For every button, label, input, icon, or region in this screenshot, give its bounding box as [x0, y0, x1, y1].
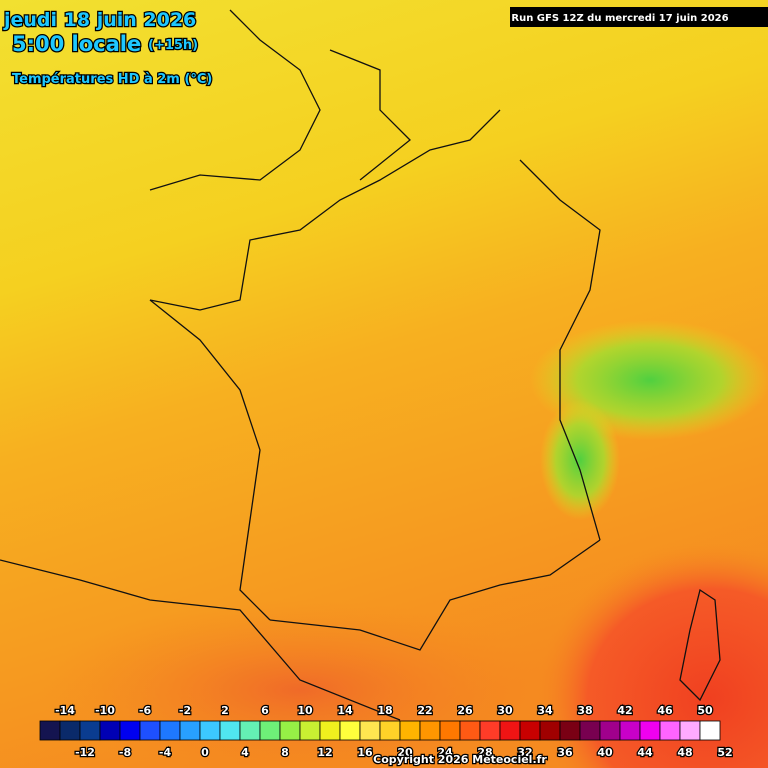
legend-swatch	[479, 720, 501, 741]
legend-label: -6	[139, 704, 152, 717]
legend-label: 30	[497, 704, 513, 717]
legend-label: -2	[179, 704, 191, 717]
legend-swatch	[319, 720, 341, 741]
legend-label: -14	[55, 704, 75, 717]
map-time: 5:00 locale	[12, 32, 141, 56]
legend-swatch	[419, 720, 441, 741]
run-info: Run GFS 12Z du mercredi 17 juin 2026	[511, 13, 728, 24]
legend-label: 16	[357, 746, 373, 759]
legend-label: 22	[417, 704, 432, 717]
copyright: Copyright 2026 Meteociel.fr	[373, 753, 547, 766]
legend-swatch	[139, 720, 161, 741]
legend-swatch	[339, 720, 361, 741]
legend-label: -4	[159, 746, 172, 759]
legend-swatch	[439, 720, 461, 741]
legend-label: 38	[577, 704, 592, 717]
legend-label: 32	[517, 746, 532, 759]
legend-label: 40	[597, 746, 613, 759]
legend-swatch	[459, 720, 481, 741]
legend-swatch	[299, 720, 321, 741]
legend-swatch	[399, 720, 421, 741]
legend-swatch	[639, 720, 661, 741]
legend-label: 2	[221, 704, 229, 717]
legend-label: 28	[477, 746, 492, 759]
legend-swatch	[519, 720, 541, 741]
legend-swatch	[379, 720, 401, 741]
legend-label: 6	[261, 704, 269, 717]
legend-label: -8	[119, 746, 131, 759]
legend-label: 44	[637, 746, 653, 759]
legend-swatch	[579, 720, 601, 741]
variable-title: Températures HD à 2m (°C)	[12, 72, 212, 87]
legend-swatch	[499, 720, 521, 741]
legend-swatch	[39, 720, 61, 741]
legend-label: 8	[281, 746, 289, 759]
legend-label: 24	[437, 746, 453, 759]
legend-swatch	[239, 720, 261, 741]
legend-swatch	[59, 720, 81, 741]
legend-swatch	[659, 720, 681, 741]
legend-label: -10	[95, 704, 115, 717]
run-box	[510, 7, 768, 27]
forecast-offset: (+15h)	[148, 38, 198, 53]
legend-label: 4	[241, 746, 249, 759]
legend-label: 48	[677, 746, 692, 759]
legend-swatch	[559, 720, 581, 741]
legend-label: 46	[657, 704, 673, 717]
legend-swatch	[279, 720, 301, 741]
legend-swatch	[219, 720, 241, 741]
legend-swatch	[619, 720, 641, 741]
legend-label: 18	[377, 704, 392, 717]
legend-swatch	[119, 720, 141, 741]
legend-swatch	[359, 720, 381, 741]
map-date: jeudi 18 juin 2026	[3, 9, 196, 31]
legend-label: 36	[557, 746, 573, 759]
legend-label: 12	[317, 746, 332, 759]
legend-swatch	[539, 720, 561, 741]
legend-swatch	[199, 720, 221, 741]
legend-swatch	[259, 720, 281, 741]
legend-label: 14	[337, 704, 353, 717]
legend-swatch	[99, 720, 121, 741]
legend-label: 34	[537, 704, 553, 717]
legend-label: 50	[697, 704, 713, 717]
legend-swatch	[679, 720, 701, 741]
legend: -14 -10 -6 -2 2 6 10 14 18 22 26 30 34 38 42 46 50-12 -8-…	[39, 703, 734, 760]
legend-label: -12	[75, 746, 95, 759]
cool-alps	[540, 400, 620, 520]
legend-label: 26	[457, 704, 473, 717]
legend-label: 52	[717, 746, 732, 759]
legend-swatch	[79, 720, 101, 741]
legend-swatch	[179, 720, 201, 741]
legend-swatch	[699, 720, 721, 741]
legend-label: 10	[297, 704, 313, 717]
legend-label: 0	[201, 746, 209, 759]
legend-swatch	[159, 720, 181, 741]
legend-swatch	[599, 720, 621, 741]
coastlines	[0, 9, 721, 721]
legend-label: 42	[617, 704, 632, 717]
legend-label: 20	[397, 746, 413, 759]
